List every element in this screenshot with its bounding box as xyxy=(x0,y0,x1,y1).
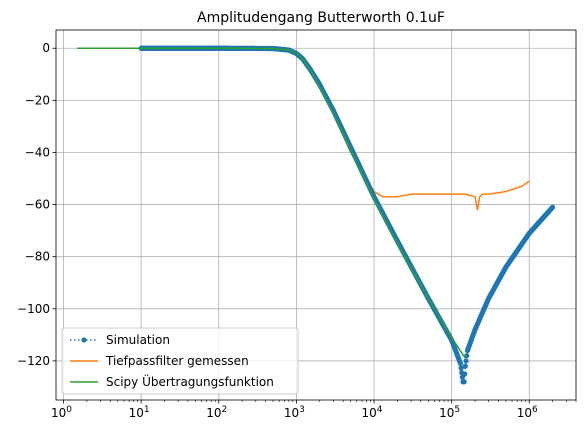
simulation-point xyxy=(461,379,467,385)
simulation-point xyxy=(458,365,464,371)
legend-box xyxy=(61,327,299,395)
y-tick-label: −100 xyxy=(17,302,50,316)
simulation-point xyxy=(550,204,556,210)
series-scipy-uebertragungsfunktion xyxy=(77,47,466,359)
simulation-point xyxy=(462,371,468,377)
legend-label: Tiefpassfilter gemessen xyxy=(105,354,249,368)
simulation-point xyxy=(464,353,470,359)
y-tick-label: −80 xyxy=(25,250,50,264)
legend-label: Scipy Übertragungsfunktion xyxy=(106,373,274,389)
simulation-point xyxy=(462,363,468,369)
x-tick-label: 103 xyxy=(284,405,305,420)
y-tick-label: −120 xyxy=(17,354,50,368)
y-tick-label: −20 xyxy=(25,93,50,107)
x-tick-label: 105 xyxy=(439,405,460,420)
simulation-point xyxy=(457,360,464,367)
series-line xyxy=(77,47,466,359)
y-axis: 0 −20 −40 −60 −80 −100 −120 xyxy=(17,41,56,368)
x-tick-label: 101 xyxy=(129,405,150,420)
y-tick-label: −60 xyxy=(25,198,50,212)
y-tick-label: 0 xyxy=(42,41,50,55)
x-tick-label: 100 xyxy=(51,405,72,420)
y-tick-label: −40 xyxy=(25,145,50,159)
simulation-point xyxy=(463,358,469,364)
series-tiefpassfilter-gemessen xyxy=(141,47,530,211)
x-tick-label: 104 xyxy=(362,405,383,420)
legend: Simulation Tiefpassfilter gemessen Scipy Ü… xyxy=(61,327,299,395)
plot-area-frame xyxy=(55,29,577,401)
x-tick-label: 106 xyxy=(517,405,538,420)
chart-title: Amplitudengang Butterworth 0.1uF xyxy=(197,10,445,26)
x-tick-label: 102 xyxy=(206,405,227,420)
grid xyxy=(56,30,576,400)
x-axis: 100 101 102 103 104 105 106 xyxy=(51,400,577,420)
legend-swatch-marker xyxy=(81,337,87,343)
series-layer xyxy=(77,45,556,385)
series-line xyxy=(141,47,530,211)
legend-label: Simulation xyxy=(106,333,170,347)
